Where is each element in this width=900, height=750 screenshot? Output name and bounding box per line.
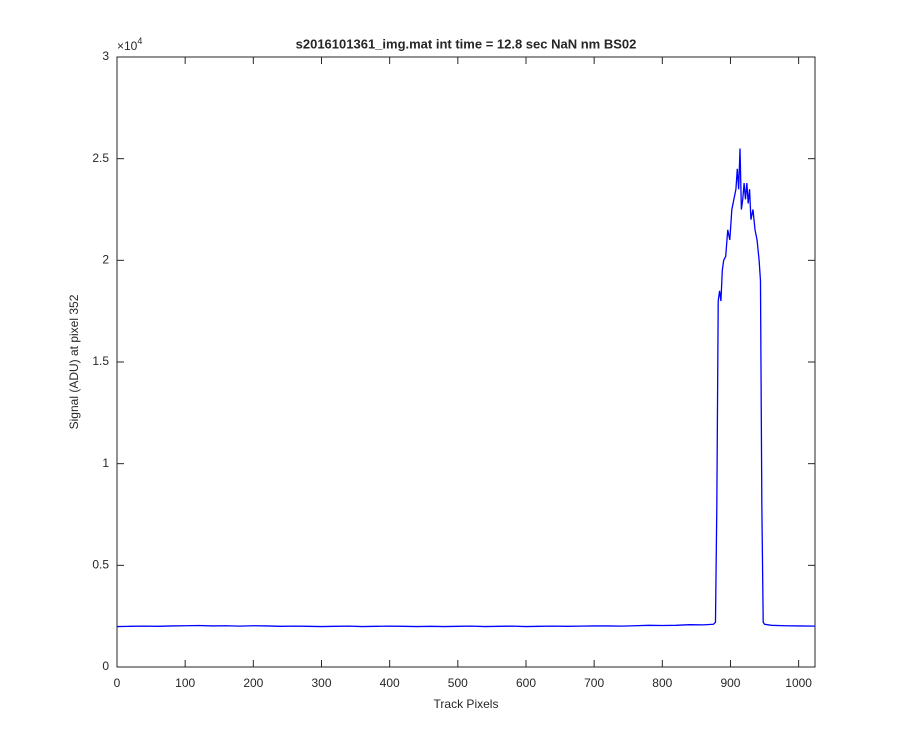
x-tick-label: 1000: [785, 676, 812, 690]
y-tick-label: 3: [102, 49, 109, 63]
chart-title: s2016101361_img.mat int time = 12.8 sec …: [296, 36, 637, 51]
y-tick-label: 2: [102, 253, 109, 267]
y-tick-label: 1.5: [92, 354, 109, 368]
y-tick-label: 2.5: [92, 151, 109, 165]
y-multiplier: ×104: [117, 36, 142, 53]
data-line: [116, 148, 816, 628]
x-axis-label: Track Pixels: [434, 697, 499, 711]
y-axis-label: Signal (ADU) at pixel 352: [67, 294, 81, 429]
x-tick-label: 600: [516, 676, 536, 690]
x-tick-label: 700: [584, 676, 604, 690]
y-tick-label: 0: [102, 659, 109, 673]
y-tick-label: 0.5: [92, 558, 109, 572]
x-tick-label: 300: [311, 676, 331, 690]
x-tick-label: 0: [114, 676, 121, 690]
x-tick-label: 900: [720, 676, 740, 690]
y-tick-label: 1: [102, 456, 109, 470]
x-tick-label: 500: [448, 676, 468, 690]
x-tick-label: 200: [243, 676, 263, 690]
x-tick-label: 100: [175, 676, 195, 690]
plot-box: [116, 56, 816, 668]
x-tick-label: 400: [380, 676, 400, 690]
y-multiplier-base: ×10: [117, 39, 138, 53]
x-tick-label: 800: [652, 676, 672, 690]
y-multiplier-exponent: 4: [137, 36, 142, 46]
